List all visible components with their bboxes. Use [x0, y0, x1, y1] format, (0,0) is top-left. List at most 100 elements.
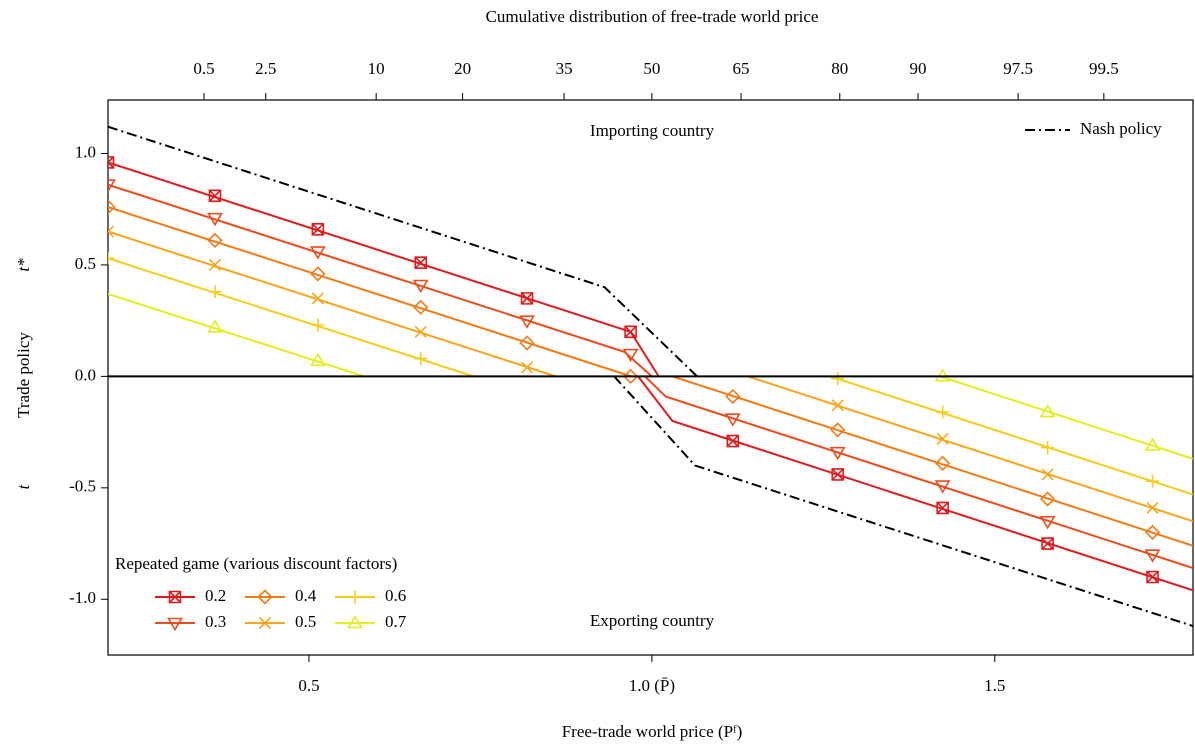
x2-tick-label: 65 [733, 59, 750, 78]
y-axis-top-label: t* [14, 258, 33, 272]
marker [108, 199, 116, 215]
legend-marker [168, 590, 182, 604]
chart-title: Cumulative distribution of free-trade wo… [486, 7, 819, 26]
legend-label: 0.7 [385, 612, 407, 631]
y-tick-label: -0.5 [69, 477, 96, 496]
marker [309, 352, 326, 367]
marker [208, 285, 222, 299]
marker [936, 432, 949, 445]
y-tick-label: 0.0 [75, 365, 96, 384]
annotation: Importing country [590, 121, 715, 140]
y-axis-title: Trade policy [14, 332, 33, 418]
x2-tick-label: 2.5 [255, 59, 276, 78]
x2-tick-label: 90 [909, 59, 926, 78]
legend-marker [167, 617, 183, 632]
x2-tick-label: 35 [556, 59, 573, 78]
y-axis-bottom-label: t [14, 483, 33, 489]
marker [1144, 549, 1161, 563]
marker [622, 348, 639, 363]
marker [726, 434, 740, 448]
marker [1039, 403, 1056, 418]
x2-tick-label: 10 [368, 59, 385, 78]
y-tick-label: 0.5 [75, 254, 96, 273]
x2-tick-label: 50 [643, 59, 660, 78]
marker [1039, 491, 1056, 507]
marker [108, 251, 115, 265]
legend-label: 0.5 [295, 612, 316, 631]
plot-frame [107, 99, 1194, 656]
marker [831, 468, 845, 481]
x-axis-title: Free-trade world price (Pᶠ) [562, 722, 743, 741]
x-tick-label: 1.5 [984, 676, 1005, 695]
marker [830, 422, 846, 438]
series-line [108, 257, 1193, 496]
legend-title: Repeated game (various discount factors) [115, 554, 397, 573]
marker [108, 179, 116, 193]
marker [207, 232, 223, 249]
marker [1144, 437, 1161, 451]
marker [936, 405, 950, 419]
marker [208, 258, 222, 272]
legend-label: 0.2 [205, 586, 226, 605]
marker [207, 212, 223, 227]
marker [310, 266, 326, 282]
series-line [108, 230, 1193, 523]
x-tick-label: 0.5 [298, 676, 319, 695]
series-line [108, 125, 1193, 627]
marker [519, 335, 535, 351]
marker [934, 480, 951, 494]
marker [208, 189, 222, 203]
marker [309, 246, 326, 260]
x-tick-label: 1.0 (P̄) [629, 676, 675, 695]
marker [935, 455, 951, 471]
marker [414, 256, 428, 270]
legend-marker [258, 616, 272, 630]
legend-label: 0.3 [205, 612, 226, 631]
x2-tick-label: 80 [831, 59, 848, 78]
marker [414, 352, 428, 366]
marker [311, 222, 325, 236]
marker [725, 388, 741, 405]
x2-tick-label: 0.5 [193, 59, 214, 78]
marker [412, 279, 429, 294]
marker [414, 325, 427, 338]
marker [1146, 570, 1159, 584]
marker [207, 319, 223, 333]
marker [1041, 468, 1054, 481]
series-line [108, 183, 1193, 570]
annotation: Exporting country [590, 611, 715, 630]
marker [936, 501, 949, 515]
marker [829, 446, 846, 461]
marker [831, 399, 844, 412]
legend-label: 0.6 [385, 586, 406, 605]
series-line [108, 292, 1193, 460]
marker [519, 315, 535, 329]
marker [311, 318, 325, 332]
marker [311, 292, 324, 305]
marker [413, 299, 429, 315]
marker [724, 413, 741, 427]
y-tick-label: 1.0 [75, 142, 96, 161]
marker [108, 225, 115, 238]
marker [1146, 501, 1159, 514]
legend-label: 0.4 [295, 586, 317, 605]
x2-tick-label: 97.5 [1003, 59, 1033, 78]
marker [1041, 537, 1054, 550]
series-line [108, 206, 1193, 547]
marker [624, 325, 637, 339]
marker [108, 156, 115, 169]
marker [520, 361, 534, 374]
marker [520, 292, 534, 305]
marker [1039, 515, 1056, 530]
x2-tick-label: 20 [454, 59, 471, 78]
x2-tick-label: 99.5 [1089, 59, 1119, 78]
marker [1144, 524, 1161, 541]
legend-marker [257, 589, 273, 605]
marker [1041, 441, 1055, 455]
legend-label: Nash policy [1080, 119, 1162, 138]
legend-marker [347, 614, 363, 629]
y-tick-label: -1.0 [69, 588, 96, 607]
legend-marker [348, 590, 362, 604]
